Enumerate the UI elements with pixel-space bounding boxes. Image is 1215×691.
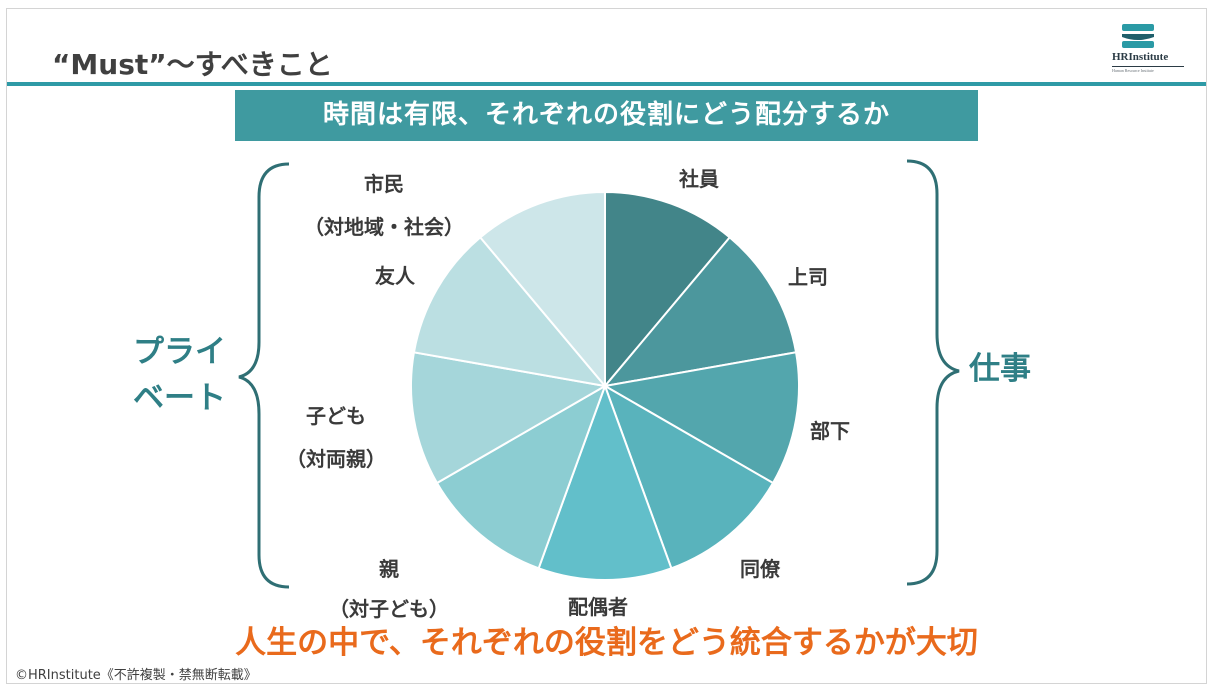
slice-label-8: 市民 （対地域・社会） bbox=[304, 163, 464, 249]
slice-label-3: 同僚 bbox=[740, 557, 780, 581]
work-group-label: 仕事 bbox=[969, 346, 1031, 392]
pie-slice-4 bbox=[537, 383, 673, 581]
role-pie-diagram bbox=[238, 159, 960, 589]
slice-label-5-line1: 親 bbox=[379, 557, 399, 581]
pie-slices bbox=[410, 190, 800, 581]
slice-label-8-line2: （対地域・社会） bbox=[304, 215, 464, 239]
slice-label-1: 上司 bbox=[788, 265, 828, 289]
pie-slice-0 bbox=[604, 190, 732, 389]
slice-label-8-line1: 市民 bbox=[364, 172, 404, 196]
copyright-notice: ©HRInstitute《不許複製・禁無断転載》 bbox=[15, 668, 257, 683]
private-group-line2: ベート bbox=[133, 380, 226, 416]
private-group-label: プライ ベート bbox=[133, 329, 226, 421]
bottom-message: 人生の中で、それぞれの役割をどう統合するかが大切 bbox=[235, 625, 978, 661]
pie-slice-6 bbox=[410, 351, 608, 485]
pie-slice-8 bbox=[478, 190, 606, 389]
logo-mark bbox=[1122, 24, 1154, 48]
pie-slice-2 bbox=[602, 351, 800, 485]
header-rule bbox=[7, 82, 1206, 86]
slice-label-4: 配偶者 bbox=[568, 595, 628, 619]
slice-label-6-line1: 子ども bbox=[306, 404, 366, 428]
slice-label-7: 友人 bbox=[375, 264, 415, 288]
work-group-text: 仕事 bbox=[969, 351, 1031, 387]
pie-slice-5 bbox=[435, 383, 607, 570]
pie-slice-7 bbox=[412, 235, 608, 388]
slide-title: “Must”〜すべきこと bbox=[52, 48, 333, 81]
headline-banner: 時間は有限、それぞれの役割にどう配分するか bbox=[235, 90, 978, 141]
slice-label-6-line2: （対両親） bbox=[286, 447, 386, 471]
slice-label-5-line2: （対子ども） bbox=[329, 597, 449, 621]
hrinstitute-logo: HRInstitute Human Resource Institute bbox=[1112, 21, 1184, 79]
pie-slice-1 bbox=[602, 235, 798, 388]
logo-subtitle: Human Resource Institute bbox=[1112, 66, 1184, 73]
slice-label-2: 部下 bbox=[810, 419, 850, 443]
private-brace bbox=[238, 162, 290, 589]
work-brace bbox=[906, 159, 960, 586]
pie-slice-3 bbox=[603, 383, 775, 570]
logo-name: HRInstitute bbox=[1112, 51, 1169, 63]
slide: “Must”〜すべきこと HRInstitute Human Resource … bbox=[6, 8, 1207, 684]
slice-label-6: 子ども （対両親） bbox=[286, 395, 386, 481]
slice-label-5: 親 （対子ども） bbox=[329, 549, 449, 629]
private-group-line1: プライ bbox=[133, 334, 226, 370]
slice-label-0: 社員 bbox=[679, 167, 719, 191]
